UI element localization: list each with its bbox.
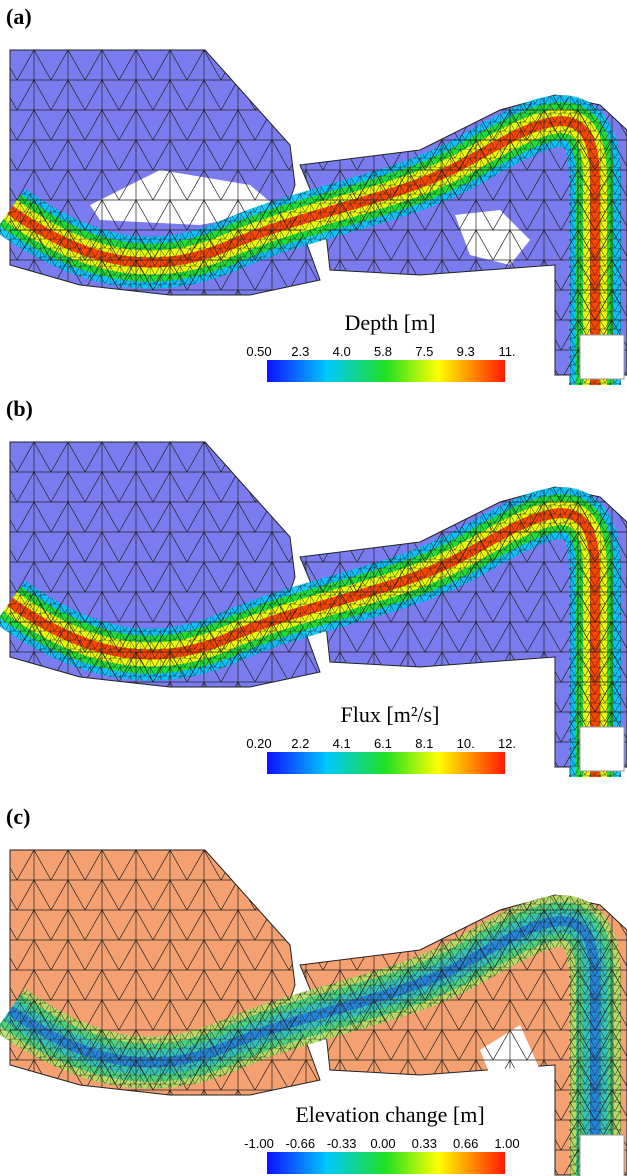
colorbar-tick-label: 5.8 [374,344,392,359]
colorbar-tick-label: 0.66 [453,1136,478,1151]
colorbar-tick-label: -0.66 [286,1136,316,1151]
colorbar-tick-label: 0.50 [246,344,271,359]
colorbar-tick-label: 11. [498,344,515,359]
colorbar-tick-label: -1.00 [244,1136,274,1151]
colorbar-tick-label: 2.2 [291,736,309,751]
colorbar-tick-label: 10. [457,736,475,751]
mesh-plot [10,441,627,777]
panel: (c) Elevation change [m] -1.00 -0.66 -0.33 0.… [6,804,627,1176]
colorbar-tick-label: 8.1 [415,736,433,751]
colorbar-tick-label: 4.0 [333,344,351,359]
colorbar: Depth [m] 0.50 2.3 4.0 5.8 7.5 9.3 11. [246,310,516,382]
colorbar-tick-label: 9.3 [457,344,475,359]
colorbar: Flux [m²/s] 0.20 2.2 4.1 6.1 8.1 10. 12. [246,702,516,774]
panel-label: (c) [6,804,30,829]
colorbar-tick-label: 2.3 [291,344,309,359]
mesh-plot [10,49,627,385]
colorbar-tick-label: 0.20 [246,736,271,751]
colorbar-title: Flux [m²/s] [341,702,440,727]
colorbar-tick-label: 7.5 [415,344,433,359]
logo [579,726,625,772]
colorbar-tick-label: -0.33 [327,1136,357,1151]
mesh-plot [10,849,627,1176]
logo [579,1134,625,1176]
logo [579,334,625,380]
colorbar-gradient [267,1152,505,1174]
colorbar-title: Depth [m] [344,310,435,335]
panel-label: (a) [6,4,32,29]
colorbar-tick-label: 6.1 [374,736,392,751]
colorbar-gradient [267,360,505,382]
colorbar-tick-label: 12. [498,736,516,751]
colorbar-tick-label: 0.00 [370,1136,395,1151]
colorbar-tick-label: 4.1 [333,736,351,751]
colorbar-title: Elevation change [m] [295,1102,484,1127]
colorbar: Elevation change [m] -1.00 -0.66 -0.33 0.00 0… [244,1102,520,1174]
panel-label: (b) [6,396,33,421]
panel: (b) Flux [m²/s] 0.20 2.2 4.1 6.1 8.1 10. 12. [6,396,627,777]
colorbar-tick-label: 0.33 [412,1136,437,1151]
colorbar-gradient [267,752,505,774]
panel: (a) Depth [m] 0.50 2.3 4.0 5.8 7.5 9.3 11. [6,4,627,385]
colorbar-tick-label: 1.00 [494,1136,519,1151]
